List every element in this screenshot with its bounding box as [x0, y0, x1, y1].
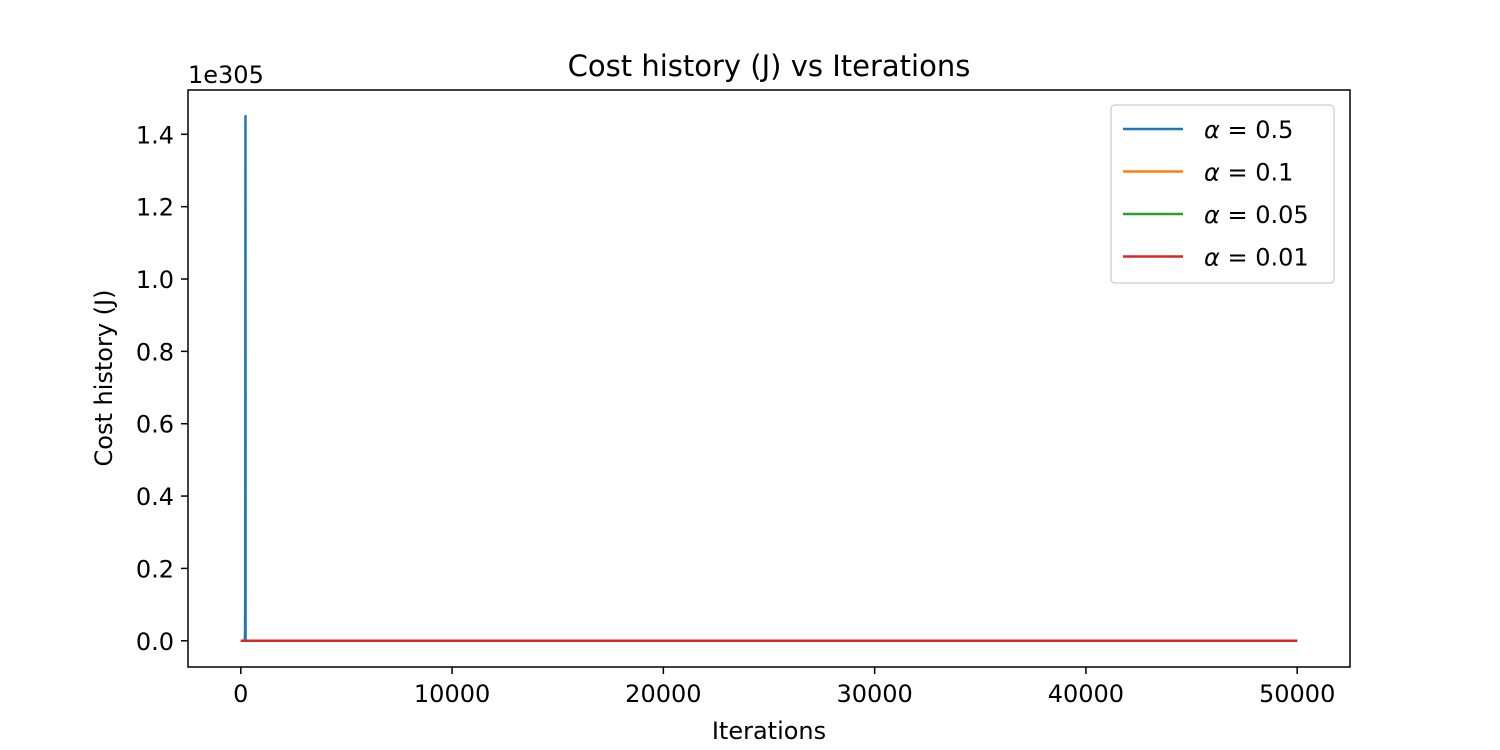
legend-label-3: α = 0.01	[1204, 244, 1309, 272]
y-axis-title: Cost history (J)	[90, 290, 118, 467]
y-tick-label: 1.4	[136, 121, 174, 149]
x-tick-label: 50000	[1259, 680, 1335, 708]
x-tick-label: 40000	[1048, 680, 1124, 708]
x-tick-label: 20000	[625, 680, 701, 708]
y-tick-label: 0.2	[136, 555, 174, 583]
y-axis: 0.0 0.2 0.4 0.6 0.8 1.0 1.2 1.4	[136, 121, 188, 656]
x-tick-label: 0	[233, 680, 248, 708]
series-layer	[240, 114, 1298, 643]
x-tick-label: 30000	[836, 680, 912, 708]
legend-label-2: α = 0.05	[1204, 201, 1309, 229]
legend-label-0: α = 0.5	[1204, 116, 1293, 144]
legend: α = 0.5 α = 0.1 α = 0.05 α = 0.01	[1110, 104, 1335, 284]
legend-box	[1110, 104, 1335, 284]
y-tick-label: 0.4	[136, 483, 174, 511]
y-tick-label: 0.8	[136, 338, 174, 366]
y-tick-label: 0.6	[136, 411, 174, 439]
x-axis: 0 10000 20000 30000 40000 50000	[233, 667, 1335, 708]
y-offset-label: 1e305	[188, 61, 264, 89]
x-axis-title: Iterations	[712, 717, 826, 745]
legend-label-1: α = 0.1	[1204, 159, 1293, 187]
y-tick-label: 0.0	[136, 628, 174, 656]
chart-title: Cost history (J) vs Iterations	[568, 49, 971, 83]
y-tick-label: 1.2	[136, 194, 174, 222]
y-tick-label: 1.0	[136, 266, 174, 294]
x-tick-label: 10000	[414, 680, 490, 708]
plot-frame	[187, 89, 1351, 668]
